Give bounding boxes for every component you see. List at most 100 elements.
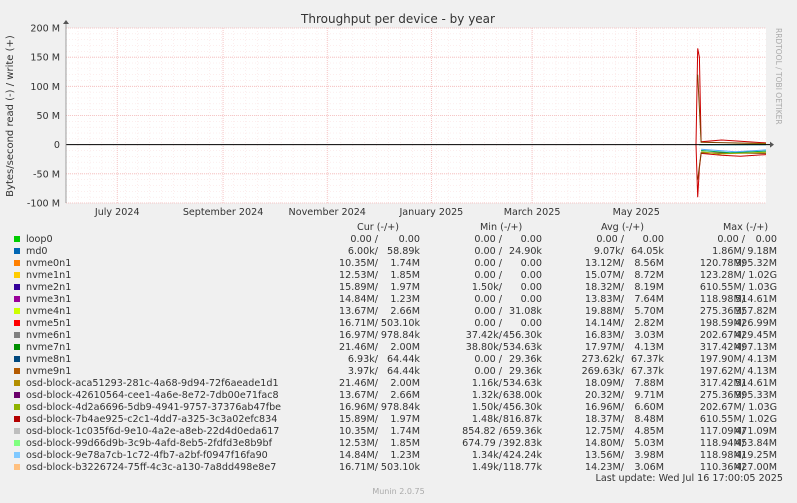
legend-value-cur-r: 10.35M/	[339, 258, 378, 269]
legend-value-max-w: 1.03G	[748, 282, 777, 293]
legend-value-avg-r: 20.32M/	[585, 390, 624, 401]
legend-value-min-r: 38.80k/	[465, 342, 502, 353]
legend-row: nvme3n1 14.84M/1.23M 0.00 / 0.00 13.83M/7.64…	[14, 294, 784, 306]
legend-value-cur-w: 1.23M	[390, 294, 420, 305]
legend-swatch	[14, 380, 20, 386]
legend-row: nvme2n1 15.89M/1.97M 1.50k/0.00 18.32M/8.19…	[14, 282, 784, 294]
legend-swatch	[14, 260, 20, 266]
legend-value-cur-r: 13.67M/	[339, 390, 378, 401]
legend-device-name: nvme9n1	[26, 366, 72, 377]
legend-value-cur-r: 14.84M/	[339, 294, 378, 305]
legend-value-avg-w: 8.48M	[634, 414, 664, 425]
y-axis-label: Bytes/second read (-) / write (+)	[5, 35, 16, 197]
legend-value-min-w: 816.87k	[502, 414, 542, 425]
legend-value-cur-w: 64.44k	[386, 366, 420, 377]
legend-value-max-r: 202.67M/	[699, 330, 745, 341]
legend-value-min-r: 0.00 /	[474, 234, 502, 245]
legend-value-avg-w: 2.82M	[634, 318, 664, 329]
legend-value-max-w: 1.02G	[748, 414, 777, 425]
legend-row: nvme8n1 6.93k/64.44k 0.00 / 29.36k 273.62k/6…	[14, 354, 784, 366]
legend-value-max-w: 471.09M	[735, 426, 777, 437]
legend-swatch	[14, 248, 20, 254]
legend-row: osd-block-4d2a6696-5db9-4941-9757-37376a…	[14, 402, 784, 414]
legend-value-avg-r: 269.63k/	[581, 366, 624, 377]
legend-value-min-w: 638.00k	[502, 390, 542, 401]
legend-swatch	[14, 452, 20, 458]
legend-value-min-r: 1.32k/	[471, 390, 502, 401]
legend-value-avg-r: 15.07M/	[585, 270, 624, 281]
legend-value-min-w: 0.00	[520, 282, 542, 293]
series-read-line	[701, 151, 767, 155]
legend-value-max-r: 117.09M/	[699, 426, 745, 437]
legend-value-max-w: 1.03G	[748, 402, 777, 413]
legend-value-max-r: 1.86M/	[712, 246, 745, 257]
legend-value-min-w: 118.77k	[502, 462, 542, 473]
legend-value-avg-r: 14.80M/	[585, 438, 624, 449]
legend-swatch	[14, 320, 20, 326]
legend-row: nvme4n1 13.67M/2.66M 0.00 / 31.08k 19.88M/5.…	[14, 306, 784, 318]
legend-value-cur-w: 2.00M	[390, 342, 420, 353]
legend-value-min-r: 0.00 /	[474, 246, 502, 257]
legend-value-max-w: 995.32M	[735, 258, 777, 269]
y-tick-label: 150 M	[30, 53, 60, 64]
y-tick-label: -100 M	[27, 199, 60, 210]
legend-value-cur-w: 503.10k	[380, 462, 420, 473]
legend-value-avg-r: 18.32M/	[585, 282, 624, 293]
legend-row: osd-block-42610564-cee1-4a6e-8e72-7db00e…	[14, 390, 784, 402]
legend-value-cur-r: 16.71M/	[339, 318, 378, 329]
legend-value-max-r: 275.36M/	[699, 390, 745, 401]
legend-value-cur-r: 21.46M/	[339, 342, 378, 353]
legend-row: nvme6n1 16.97M/978.84k 37.42k/456.30k 16.83…	[14, 330, 784, 342]
legend-value-avg-r: 18.09M/	[585, 378, 624, 389]
legend-value-min-r: 0.00 /	[474, 270, 502, 281]
x-tick-label: March 2025	[504, 207, 561, 218]
legend-value-cur-w: 2.66M	[390, 390, 420, 401]
legend-value-max-w: 0.00	[755, 234, 777, 245]
legend-device-name: nvme5n1	[26, 318, 72, 329]
legend-value-cur-w: 64.44k	[386, 354, 420, 365]
legend-value-max-r: 198.59M/	[699, 318, 745, 329]
legend-value-max-w: 419.25M	[735, 450, 777, 461]
legend-value-cur-r: 6.00k/	[347, 246, 378, 257]
legend-value-min-r: 0.00 /	[474, 366, 502, 377]
x-tick-label: January 2025	[398, 207, 463, 218]
legend-value-cur-w: 1.85M	[390, 438, 420, 449]
legend-device-name: osd-block-9e78a7cb-1c72-4fb7-a2bf-f0947f…	[26, 450, 268, 461]
legend-value-min-r: 854.82 /	[462, 426, 502, 437]
legend-device-name: nvme7n1	[26, 342, 72, 353]
legend-value-avg-r: 19.88M/	[585, 306, 624, 317]
y-axis-arrow	[63, 20, 69, 24]
legend-value-min-w: 534.63k	[502, 342, 542, 353]
legend-value-max-r: 610.55M/	[699, 414, 745, 425]
legend-swatch	[14, 428, 20, 434]
series-write-line	[697, 74, 767, 144]
legend-row: md0 6.00k/58.89k 0.00 / 24.90k 9.07k/64.05k 1…	[14, 246, 784, 258]
legend-row: nvme0n1 10.35M/1.74M 0.00 / 0.00 13.12M/8.56…	[14, 258, 784, 270]
legend-value-max-r: 197.62M/	[699, 366, 745, 377]
legend-value-min-r: 1.34k/	[471, 450, 502, 461]
legend-value-avg-r: 12.75M/	[585, 426, 624, 437]
legend-device-name: osd-block-1c035f6d-9e10-4a2e-a8eb-22d4d0…	[26, 426, 280, 437]
legend-value-cur-r: 16.71M/	[339, 462, 378, 473]
legend-swatch	[14, 296, 20, 302]
legend-value-cur-r: 12.53M/	[339, 270, 378, 281]
legend-value-min-w: 424.24k	[502, 450, 542, 461]
legend-device-name: osd-block-99d66d9b-3c9b-4afd-8eb5-2fdfd3…	[26, 438, 273, 449]
legend-swatch	[14, 356, 20, 362]
legend-value-max-r: 120.78M/	[699, 258, 745, 269]
legend-value-cur-w: 1.74M	[390, 426, 420, 437]
legend-value-avg-w: 6.60M	[634, 402, 664, 413]
legend-value-cur-r: 13.67M/	[339, 306, 378, 317]
legend-value-avg-r: 13.56M/	[585, 450, 624, 461]
legend-value-avg-w: 3.06M	[634, 462, 664, 473]
legend-value-min-w: 456.30k	[502, 402, 542, 413]
legend-swatch	[14, 440, 20, 446]
legend-value-min-r: 0.00 /	[474, 354, 502, 365]
legend-value-avg-w: 4.85M	[634, 426, 664, 437]
legend-value-max-r: 123.28M/	[699, 270, 745, 281]
legend-value-min-r: 0.00 /	[474, 318, 502, 329]
x-tick-label: July 2024	[94, 207, 140, 218]
legend-swatch	[14, 272, 20, 278]
legend-row: loop0 0.00 / 0.00 0.00 / 0.00 0.00 / 0.00 0.00 …	[14, 234, 784, 246]
legend-value-avg-w: 4.13M	[634, 342, 664, 353]
